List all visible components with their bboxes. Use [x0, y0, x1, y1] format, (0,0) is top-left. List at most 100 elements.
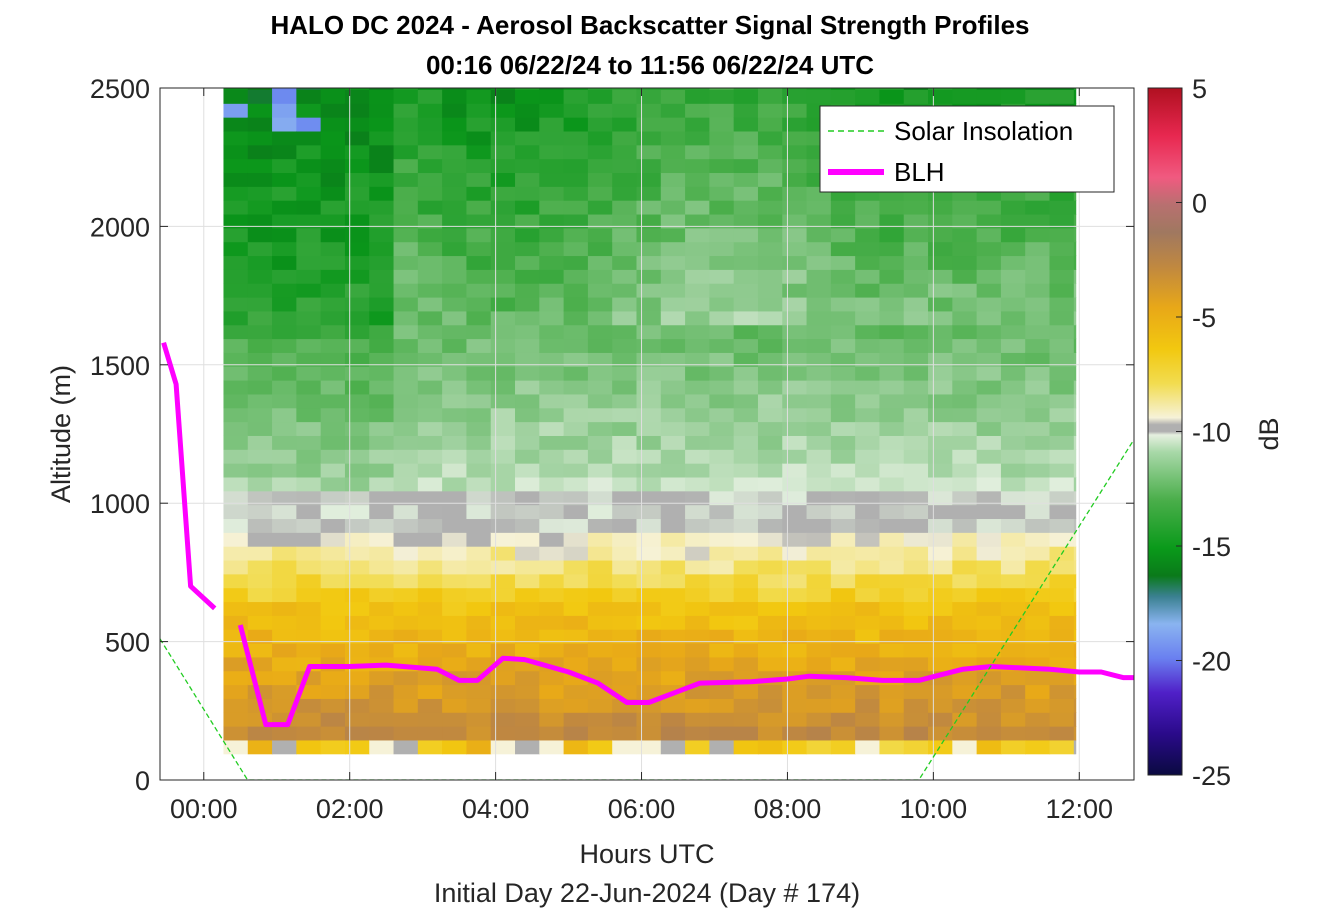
heatmap-cell [344, 103, 370, 118]
heatmap-cell [757, 698, 783, 713]
heatmap-cell [539, 172, 565, 187]
heatmap-cell [612, 117, 638, 132]
heatmap-cell [296, 255, 322, 270]
heatmap-cell [757, 684, 783, 699]
heatmap-cell [976, 241, 1002, 257]
heatmap-cell [490, 670, 516, 686]
heatmap-cell [417, 559, 443, 575]
x-tick-label: 00:00 [170, 794, 238, 824]
heatmap-cell [320, 615, 346, 630]
heatmap-cell [272, 283, 297, 298]
heatmap-cell [587, 407, 613, 423]
heatmap-cell [344, 269, 370, 284]
heatmap-cell [442, 435, 468, 450]
heatmap-cell [247, 130, 273, 146]
heatmap-cell [733, 615, 759, 630]
heatmap-cell [223, 186, 249, 201]
heatmap-cell [928, 352, 953, 367]
heatmap-cell [515, 712, 540, 727]
heatmap-cell [247, 324, 273, 340]
heatmap-cell [1000, 213, 1026, 229]
heatmap-cell [587, 532, 613, 547]
heatmap-cell [1025, 670, 1051, 686]
heatmap-cell [442, 393, 468, 409]
heatmap-cell [830, 324, 856, 340]
heatmap-cell [442, 200, 468, 215]
heatmap-cell [344, 449, 370, 464]
heatmap-cell [417, 255, 443, 270]
heatmap-cell [733, 310, 759, 326]
heatmap-cell [733, 200, 759, 215]
heatmap-cell [393, 186, 419, 201]
heatmap-cell [685, 504, 710, 520]
heatmap-cell [685, 130, 710, 146]
heatmap-cell [1025, 546, 1051, 561]
heatmap-cell [879, 421, 905, 436]
heatmap-cell [587, 144, 613, 160]
heatmap-cell [223, 172, 249, 187]
heatmap-cell [757, 490, 783, 506]
heatmap-cell [928, 421, 953, 436]
heatmap-cell [1073, 656, 1077, 672]
heatmap-cell [1073, 490, 1077, 506]
heatmap-cell [903, 366, 929, 381]
heatmap-cell [782, 504, 808, 520]
heatmap-cell [587, 449, 613, 464]
heatmap-cell [442, 88, 468, 90]
heatmap-cell [733, 186, 759, 201]
heatmap-cell [515, 726, 540, 741]
heatmap-cell [223, 310, 249, 326]
heatmap-cell [563, 490, 589, 506]
heatmap-cell [563, 117, 589, 132]
heatmap-cell [490, 463, 516, 478]
heatmap-cell [223, 463, 249, 478]
heatmap-cell [928, 213, 953, 229]
heatmap-cell [782, 255, 808, 270]
heatmap-cell [903, 642, 929, 658]
heatmap-cell [976, 670, 1002, 686]
heatmap-cell [782, 89, 808, 104]
heatmap-cell [587, 158, 613, 174]
heatmap-cell [733, 587, 759, 603]
heatmap-cell [1000, 463, 1026, 478]
heatmap-cell [855, 490, 881, 506]
heatmap-cell [879, 615, 905, 630]
heatmap-cell [272, 698, 297, 713]
heatmap-cell [1073, 227, 1077, 243]
heatmap-cell [417, 130, 443, 146]
heatmap-cell [320, 573, 346, 589]
heatmap-cell [442, 726, 468, 741]
heatmap-cell [806, 449, 832, 464]
heatmap-cell [1049, 283, 1075, 298]
heatmap-cell [272, 518, 297, 533]
heatmap-cell [393, 227, 419, 243]
heatmap-cell [612, 559, 638, 575]
heatmap-cell [806, 726, 832, 741]
heatmap-cell [952, 546, 978, 561]
heatmap-cell [417, 476, 443, 492]
heatmap-cell [563, 739, 589, 755]
heatmap-cell [1073, 338, 1077, 353]
heatmap-cell [1049, 200, 1075, 215]
heatmap-cell [757, 642, 783, 658]
heatmap-cell [1025, 629, 1051, 644]
heatmap-cell [1025, 476, 1051, 492]
x-axis-secondary-label: Initial Day 22-Jun-2024 (Day # 174) [434, 878, 860, 908]
heatmap-cell [515, 463, 540, 478]
heatmap-cell [223, 684, 249, 699]
heatmap-cell [976, 352, 1002, 367]
heatmap-cell [636, 573, 662, 589]
heatmap-cell [320, 89, 346, 104]
heatmap-cell [393, 642, 419, 658]
heatmap-cell [806, 546, 832, 561]
heatmap-cell [806, 435, 832, 450]
heatmap-cell [1025, 380, 1051, 395]
heatmap-cell [1049, 421, 1075, 436]
heatmap-cell [344, 615, 370, 630]
heatmap-cell [709, 310, 735, 326]
heatmap-cell [369, 504, 395, 520]
heatmap-cell [296, 476, 322, 492]
heatmap-cell [757, 573, 783, 589]
heatmap-cell [1025, 739, 1051, 755]
heatmap-cell [369, 213, 395, 229]
